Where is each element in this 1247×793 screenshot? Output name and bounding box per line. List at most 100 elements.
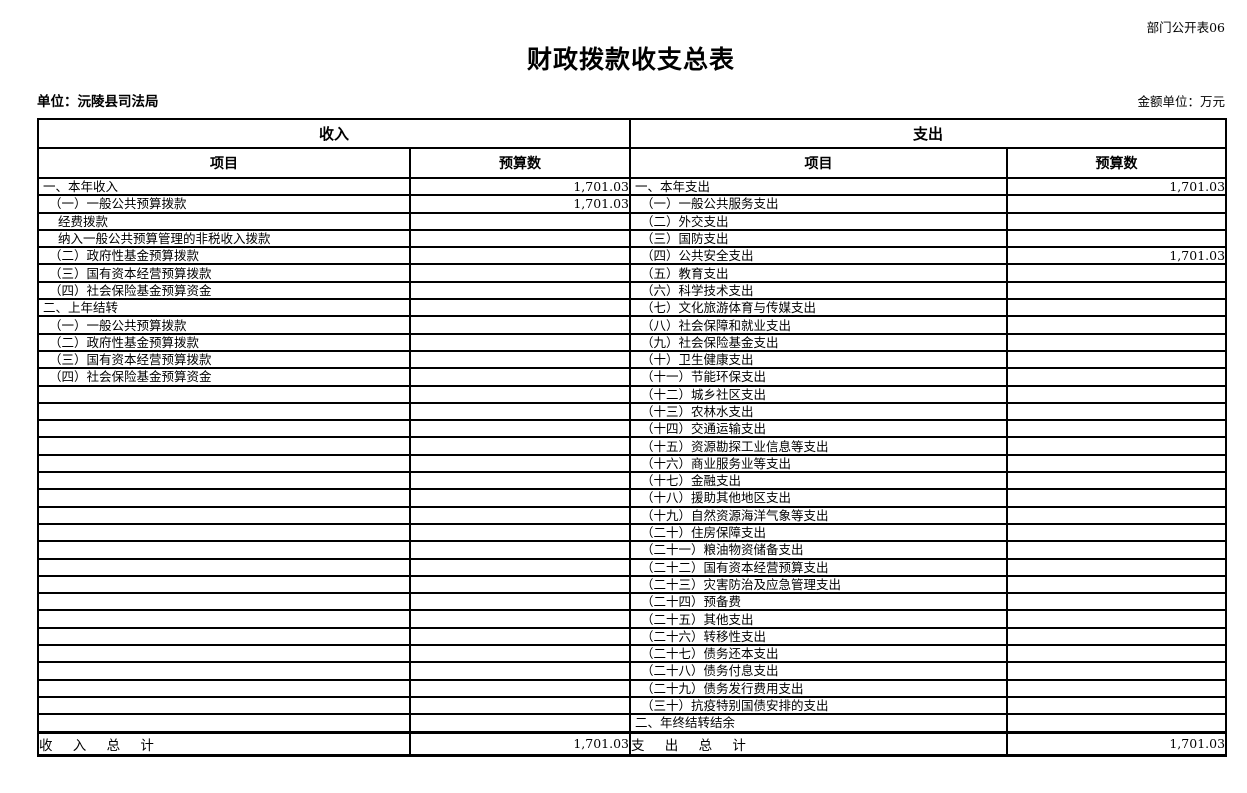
- expense-budget-cell: 1,701.03: [1006, 177, 1226, 195]
- income-budget-cell: [409, 522, 630, 541]
- income-budget-cell: [409, 401, 630, 420]
- expense-item-cell: （二十六）转移性支出: [629, 626, 1007, 645]
- column-header-row: 项目 预算数 项目 预算数: [37, 147, 1226, 177]
- table-row: 二、年终结转结余: [37, 713, 1226, 731]
- expense-budget-cell: [1006, 332, 1226, 350]
- expense-item-cell: （二十四）预备费: [629, 592, 1007, 610]
- expense-item-cell: （二十五）其他支出: [629, 609, 1007, 627]
- expense-total-label: 支 出 总 计: [629, 730, 1007, 754]
- amount-unit-label: 金额单位：万元: [1137, 94, 1225, 109]
- meta-row: 单位：沅陵县司法局 金额单位：万元: [37, 90, 1225, 110]
- expense-budget-cell: [1006, 436, 1226, 454]
- expense-item-cell: （二）外交支出: [629, 211, 1007, 229]
- table-row: （十七）金融支出: [37, 471, 1226, 489]
- table-row: 经费拨款 （二）外交支出: [37, 211, 1226, 229]
- expense-budget-cell: [1006, 661, 1226, 679]
- income-item-cell: （一）一般公共预算拨款: [37, 194, 409, 212]
- income-budget-cell: 1,701.03: [409, 194, 630, 212]
- income-budget-cell: [409, 280, 630, 299]
- expense-budget-cell: [1006, 419, 1226, 437]
- expense-budget-cell: [1006, 453, 1226, 472]
- income-budget-cell: [409, 228, 630, 247]
- expense-budget-cell: [1006, 471, 1226, 489]
- expense-item-cell: （十）卫生健康支出: [629, 349, 1007, 368]
- income-item-cell: （三）国有资本经营预算拨款: [37, 349, 409, 368]
- expense-item-cell: （二十九）债务发行费用支出: [629, 678, 1007, 696]
- table-row: （四）社会保险基金预算资金 （十一）节能环保支出: [37, 367, 1226, 385]
- expense-item-cell: （十六）商业服务业等支出: [629, 453, 1007, 472]
- income-item-cell: [37, 384, 409, 402]
- income-item-cell: （一）一般公共预算拨款: [37, 315, 409, 333]
- income-budget-cell: [409, 419, 630, 437]
- income-item-cell: （二）政府性基金预算拨款: [37, 246, 409, 264]
- expense-item-cell: （三十）抗疫特别国债安排的支出: [629, 695, 1007, 714]
- income-item-cell: [37, 678, 409, 696]
- income-budget-cell: [409, 644, 630, 662]
- income-budget-cell: [409, 609, 630, 627]
- income-item-cell: （三）国有资本经营预算拨款: [37, 263, 409, 281]
- income-budget-cell: [409, 471, 630, 489]
- expense-budget-cell: [1006, 211, 1226, 229]
- income-item-cell: 二、上年结转: [37, 298, 409, 316]
- expense-budget-cell: [1006, 228, 1226, 247]
- expense-budget-cell: [1006, 194, 1226, 212]
- expense-item-cell: （四）公共安全支出: [629, 246, 1007, 264]
- income-budget-cell: [409, 557, 630, 575]
- expense-item-cell: （二十七）债务还本支出: [629, 644, 1007, 662]
- income-budget-cell: [409, 436, 630, 454]
- income-item-cell: [37, 713, 409, 731]
- income-item-cell: [37, 436, 409, 454]
- fiscal-appropriation-table: 收入 支出 项目 预算数 项目 预算数 一、本年收入 1,701.03 一、本年支出…: [37, 118, 1228, 757]
- expense-budget-cell: [1006, 695, 1226, 714]
- expense-item-cell: （二十八）债务付息支出: [629, 661, 1007, 679]
- income-budget-cell: [409, 574, 630, 593]
- income-item-cell: [37, 505, 409, 523]
- expense-item-cell: （六）科学技术支出: [629, 280, 1007, 299]
- table-row: （二十六）转移性支出: [37, 626, 1226, 645]
- table-row: （十八）援助其他地区支出: [37, 488, 1226, 506]
- income-item-cell: [37, 592, 409, 610]
- table-row: （一）一般公共预算拨款 （八）社会保障和就业支出: [37, 315, 1226, 333]
- income-budget-cell: [409, 315, 630, 333]
- income-budget-cell: 1,701.03: [409, 177, 630, 195]
- income-budget-cell: [409, 332, 630, 350]
- expense-item-cell: （十一）节能环保支出: [629, 367, 1007, 385]
- income-budget-cell: [409, 626, 630, 645]
- income-item-cell: [37, 661, 409, 679]
- table-row: 二、上年结转 （七）文化旅游体育与传媒支出: [37, 298, 1226, 316]
- expense-total-value: 1,701.03: [1006, 730, 1226, 754]
- expense-budget-cell: [1006, 263, 1226, 281]
- expense-budget-cell: [1006, 488, 1226, 506]
- income-item-cell: 经费拨款: [37, 211, 409, 229]
- expense-budget-cell: [1006, 592, 1226, 610]
- income-total-value: 1,701.03: [409, 730, 630, 754]
- table-row: （二十一）粮油物资储备支出: [37, 540, 1226, 558]
- table-row: （二十三）灾害防治及应急管理支出: [37, 574, 1226, 593]
- table-row: （二十七）债务还本支出: [37, 644, 1226, 662]
- page-title: 财政拨款收支总表: [526, 45, 735, 74]
- expense-budget-cell: [1006, 557, 1226, 575]
- table-row: （二十九）债务发行费用支出: [37, 678, 1226, 696]
- income-budget-cell: [409, 298, 630, 316]
- form-number-label: 部门公开表06: [1146, 20, 1225, 35]
- income-budget-column-header: 预算数: [409, 147, 630, 177]
- income-item-cell: [37, 626, 409, 645]
- income-item-column-header: 项目: [37, 147, 409, 177]
- expense-budget-cell: [1006, 505, 1226, 523]
- table-row: （三十）抗疫特别国债安排的支出: [37, 695, 1226, 714]
- expense-item-cell: （七）文化旅游体育与传媒支出: [629, 298, 1007, 316]
- expense-budget-cell: [1006, 349, 1226, 368]
- income-budget-cell: [409, 695, 630, 714]
- income-item-cell: [37, 401, 409, 420]
- expense-item-cell: （八）社会保障和就业支出: [629, 315, 1007, 333]
- expense-item-cell: （三）国防支出: [629, 228, 1007, 247]
- income-budget-cell: [409, 453, 630, 472]
- expense-item-cell: （二十三）灾害防治及应急管理支出: [629, 574, 1007, 593]
- expense-item-column-header: 项目: [629, 147, 1007, 177]
- expense-budget-cell: 1,701.03: [1006, 246, 1226, 264]
- expense-budget-cell: [1006, 522, 1226, 541]
- income-item-cell: [37, 522, 409, 541]
- expense-item-cell: （二十一）粮油物资储备支出: [629, 540, 1007, 558]
- table-row: （三）国有资本经营预算拨款 （十）卫生健康支出: [37, 349, 1226, 368]
- section-header-row: 收入 支出: [37, 118, 1226, 147]
